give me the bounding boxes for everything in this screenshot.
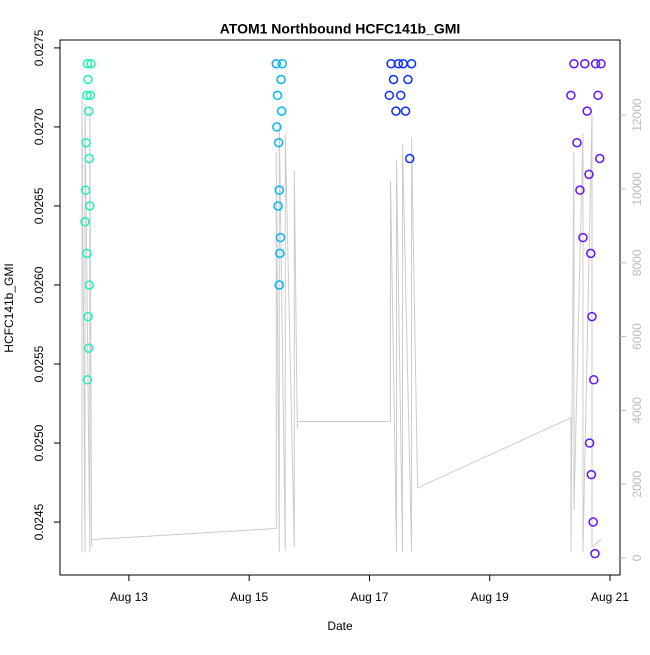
point bbox=[578, 232, 588, 243]
point bbox=[80, 185, 91, 195]
point bbox=[595, 153, 605, 164]
y-tick-label: 0.0245 bbox=[32, 503, 46, 540]
y-tick-label: 0.0275 bbox=[32, 29, 46, 66]
point bbox=[590, 548, 600, 559]
point bbox=[85, 201, 95, 211]
point bbox=[85, 90, 96, 101]
point bbox=[83, 74, 93, 85]
point bbox=[589, 375, 599, 385]
point bbox=[588, 517, 598, 527]
point bbox=[275, 248, 285, 259]
point bbox=[584, 169, 594, 180]
y2-tick-label: 6000 bbox=[630, 323, 644, 350]
point bbox=[405, 153, 415, 164]
point bbox=[590, 58, 601, 69]
point bbox=[587, 311, 597, 322]
point bbox=[276, 106, 287, 116]
y2-tick-label: 4000 bbox=[630, 397, 644, 424]
point bbox=[596, 58, 606, 69]
x-tick-label: Aug 15 bbox=[230, 590, 268, 604]
point bbox=[391, 106, 401, 116]
point bbox=[272, 90, 283, 101]
plot-frame bbox=[59, 39, 621, 576]
y-axis-label: HCFC141b_GMI bbox=[2, 263, 16, 352]
point bbox=[395, 90, 406, 101]
x-axis-label: Date bbox=[327, 619, 353, 633]
point bbox=[83, 311, 93, 322]
point bbox=[86, 58, 96, 69]
point bbox=[274, 280, 285, 290]
point bbox=[277, 58, 288, 69]
y2-tick-label: 12000 bbox=[630, 98, 644, 132]
point bbox=[572, 137, 582, 148]
x-tick-label: Aug 21 bbox=[591, 590, 629, 604]
x-tick-label: Aug 13 bbox=[110, 590, 148, 604]
point bbox=[84, 153, 94, 164]
point bbox=[82, 248, 92, 259]
point bbox=[569, 58, 579, 69]
point bbox=[272, 122, 282, 132]
point bbox=[398, 58, 408, 69]
point bbox=[406, 58, 417, 69]
point bbox=[575, 185, 585, 195]
x-tick-label: Aug 19 bbox=[471, 590, 509, 604]
point bbox=[586, 248, 596, 259]
point bbox=[271, 58, 282, 69]
point bbox=[83, 343, 94, 353]
point bbox=[393, 58, 404, 69]
point bbox=[403, 74, 413, 85]
y-tick-label: 0.0260 bbox=[32, 266, 46, 303]
y-tick-label: 0.0250 bbox=[32, 424, 46, 461]
point bbox=[386, 58, 396, 69]
point bbox=[593, 90, 603, 101]
point bbox=[384, 90, 395, 101]
point bbox=[273, 137, 284, 148]
point bbox=[82, 375, 93, 385]
point bbox=[82, 58, 93, 69]
point bbox=[584, 438, 595, 448]
point bbox=[81, 137, 91, 148]
y2-tick-label: 8000 bbox=[630, 249, 644, 276]
y2-tick-label: 10000 bbox=[630, 172, 644, 206]
point bbox=[274, 185, 285, 195]
chart-title: ATOM1 Northbound HCFC141b_GMI bbox=[220, 21, 461, 37]
point bbox=[82, 90, 92, 101]
point bbox=[566, 90, 576, 101]
y-tick-label: 0.0255 bbox=[32, 345, 46, 382]
point bbox=[80, 217, 90, 227]
y2-tick-label: 2000 bbox=[630, 471, 644, 498]
point bbox=[400, 106, 411, 116]
point bbox=[276, 74, 286, 85]
y2-tick-label: 0 bbox=[630, 554, 644, 561]
point bbox=[582, 106, 592, 116]
point bbox=[586, 469, 597, 480]
point bbox=[83, 106, 94, 116]
point bbox=[273, 201, 283, 211]
point bbox=[388, 74, 399, 85]
point bbox=[580, 58, 590, 69]
point bbox=[84, 280, 94, 290]
y2-line bbox=[81, 96, 602, 553]
y-tick-label: 0.0270 bbox=[32, 108, 46, 145]
x-tick-label: Aug 17 bbox=[350, 590, 388, 604]
point bbox=[275, 232, 286, 243]
y-tick-label: 0.0265 bbox=[32, 187, 46, 224]
